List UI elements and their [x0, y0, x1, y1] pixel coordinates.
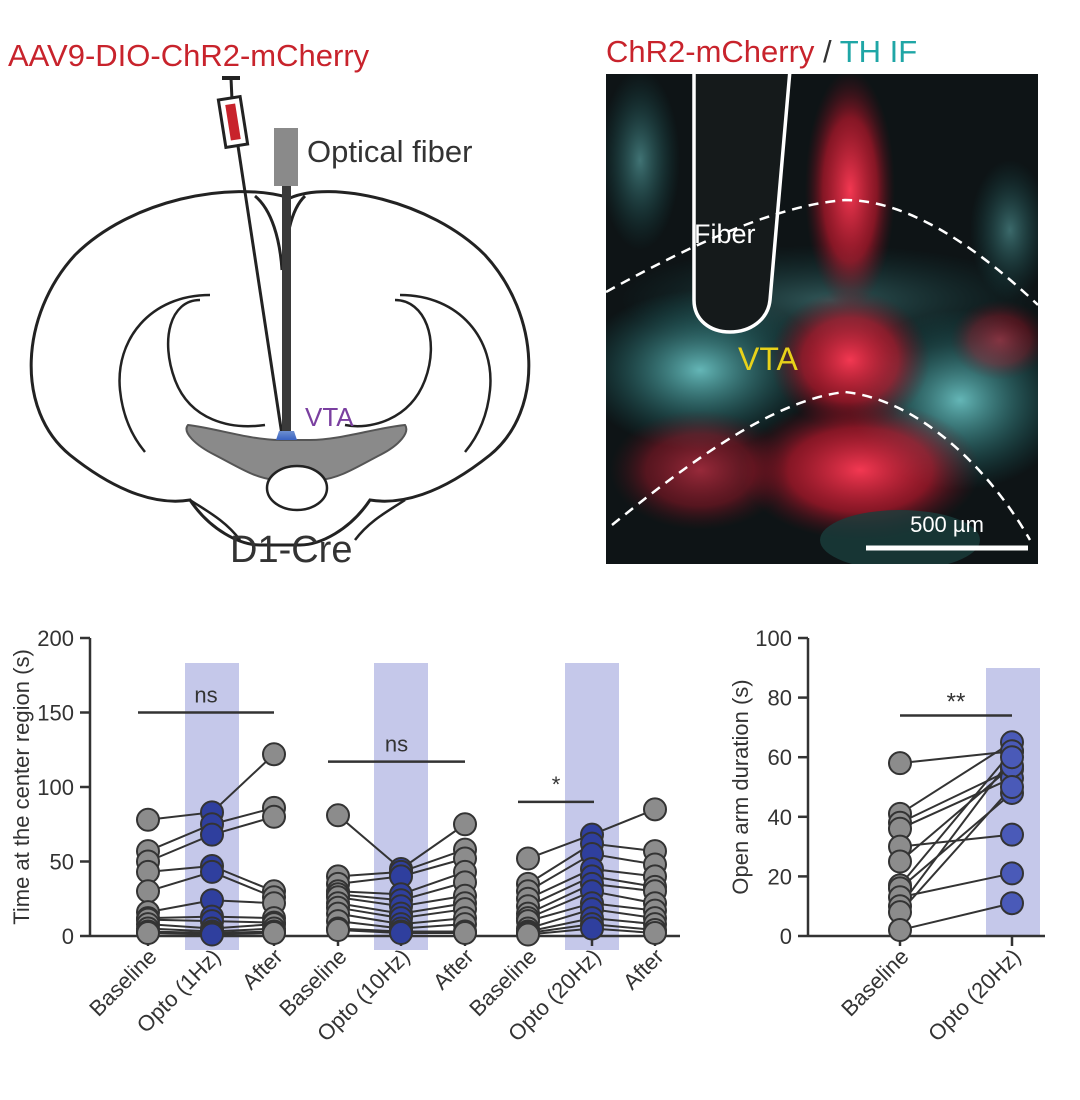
- subject-line: [899, 768, 1013, 824]
- after-point: [262, 804, 286, 829]
- y-tick-label: 150: [37, 701, 74, 726]
- y-tick-label: 0: [780, 924, 792, 949]
- subject-line: [899, 777, 1013, 830]
- fiber-label: Optical fiber: [307, 134, 472, 169]
- optical-fiber: Optical fiber: [274, 128, 472, 440]
- significance-label: ns: [385, 732, 408, 757]
- baseline-point: [136, 807, 160, 832]
- opto-point: [1000, 775, 1024, 799]
- y-axis-label: Time at the center region (s): [9, 649, 34, 925]
- y-tick-label: 50: [50, 850, 74, 875]
- mouse-label: D1-Cre: [230, 529, 352, 571]
- y-tick-label: 100: [37, 775, 74, 800]
- y-tick-label: 80: [768, 686, 792, 711]
- baseline-point: [326, 918, 350, 943]
- micrograph-title: ChR2-mCherry / TH IF: [606, 34, 917, 69]
- x-tick-label: After: [618, 944, 669, 995]
- opto-point: [580, 916, 604, 941]
- opto-point: [1000, 891, 1024, 916]
- subject-line: [899, 786, 1013, 913]
- left-cortex-curve: [118, 293, 211, 453]
- fiber-track: [692, 74, 792, 334]
- y-axis-label: Open arm duration (s): [728, 679, 753, 894]
- after-point: [262, 742, 286, 767]
- x-tick-label: Opto (20Hz): [923, 944, 1025, 1046]
- baseline-point: [136, 879, 160, 904]
- subject-line: [899, 756, 1013, 907]
- opto-point: [1000, 822, 1024, 847]
- baseline-point: [888, 751, 912, 776]
- baseline-point: [516, 922, 540, 947]
- after-point: [262, 921, 286, 946]
- baseline-point: [136, 921, 160, 946]
- right-cortex-curve: [399, 293, 492, 453]
- y-tick-label: 200: [37, 626, 74, 651]
- y-tick-label: 0: [62, 924, 74, 949]
- subject-line: [899, 750, 1013, 886]
- x-tick-label: Baseline: [836, 944, 913, 1021]
- micrograph-title-cyan: TH IF: [840, 34, 918, 69]
- after-point: [453, 812, 477, 837]
- baseline-point: [888, 918, 912, 943]
- y-tick-label: 100: [755, 626, 792, 651]
- inner-outline: [166, 298, 433, 428]
- syringe: [216, 76, 284, 436]
- opto-point: [1000, 745, 1024, 770]
- significance-label: *: [552, 772, 561, 797]
- micrograph: Fiber VTA 500 µm: [606, 74, 1038, 564]
- baseline-point: [326, 803, 350, 828]
- subject-line: [899, 902, 1013, 932]
- y-tick-label: 60: [768, 745, 792, 770]
- opto-point: [200, 859, 224, 884]
- vta-label: VTA: [305, 402, 354, 432]
- y-tick-label: 40: [768, 805, 792, 830]
- opto-point: [200, 822, 224, 847]
- x-tick-label: After: [237, 944, 288, 995]
- after-point: [643, 797, 667, 822]
- opto-point: [1000, 861, 1024, 886]
- brain-outline: [29, 190, 531, 547]
- significance-label: **: [947, 688, 966, 715]
- x-tick-label: After: [428, 944, 479, 995]
- baseline-point: [888, 849, 912, 874]
- significance-label: ns: [194, 683, 217, 708]
- opto-point: [200, 922, 224, 947]
- subject-line: [899, 872, 1013, 899]
- micrograph-title-sep: /: [814, 34, 839, 69]
- micrograph-fiber-label: Fiber: [694, 219, 756, 249]
- svg-text:ChR2-mCherry / TH IF: ChR2-mCherry / TH IF: [606, 34, 917, 69]
- opto-point: [389, 921, 413, 946]
- micrograph-title-red: ChR2-mCherry: [606, 34, 815, 69]
- after-point: [453, 921, 477, 946]
- y-tick-label: 20: [768, 864, 792, 889]
- baseline-point: [516, 846, 540, 871]
- scale-bar-label: 500 µm: [910, 512, 984, 537]
- virus-label: AAV9-DIO-ChR2-mCherry: [8, 38, 370, 73]
- brainstem-hole: [265, 464, 329, 512]
- brain-schematic: AAV9-DIO-ChR2-mCherry Optical fiber: [8, 38, 531, 571]
- after-point: [643, 921, 667, 946]
- brainstem-lower: [189, 498, 406, 541]
- subject-line: [899, 741, 1013, 815]
- vta-boundary-upper: [606, 198, 1038, 306]
- open-arm-chart: 0 20 40 60 80 100 Open arm duration (s) Baselin…: [728, 626, 1045, 1046]
- micrograph-vta-label: VTA: [738, 341, 799, 377]
